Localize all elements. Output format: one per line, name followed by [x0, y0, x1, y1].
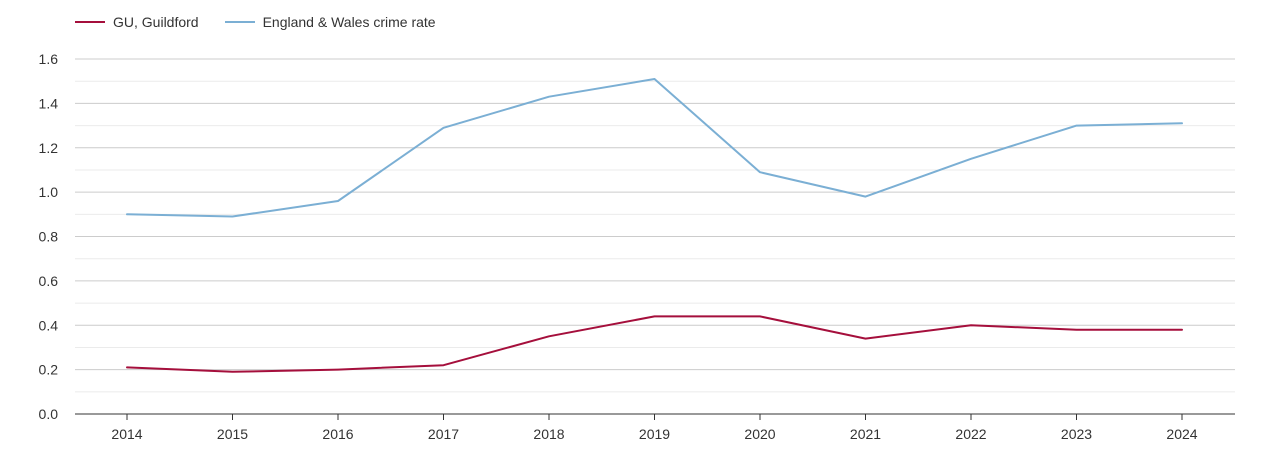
data-point-england-wales — [1179, 120, 1185, 126]
data-point-england-wales — [1074, 123, 1080, 129]
y-tick-label: 0.2 — [39, 362, 59, 378]
x-tick-label: 2016 — [322, 426, 353, 442]
y-tick-label: 0.6 — [39, 273, 59, 289]
x-tick-label: 2015 — [217, 426, 248, 442]
data-point-england-wales — [863, 194, 869, 200]
y-tick-label: 1.4 — [39, 95, 59, 111]
data-point-guildford — [863, 336, 869, 342]
legend-swatch-guildford — [75, 21, 105, 23]
data-point-england-wales — [335, 198, 341, 204]
x-tick-label: 2014 — [111, 426, 142, 442]
legend-label-england-wales: England & Wales crime rate — [262, 14, 436, 30]
series-line-england-wales — [126, 78, 1183, 218]
y-tick-label: 0.0 — [39, 406, 59, 422]
data-point-england-wales — [652, 76, 658, 82]
x-tick-label: 2022 — [955, 426, 986, 442]
data-point-guildford — [1074, 327, 1080, 333]
data-point-guildford — [441, 362, 447, 368]
axes: 0.0 0.2 0.4 0.6 0.8 1.0 1.2 1.4 1.6 2014 2015 2016 2… — [39, 51, 1235, 442]
series-lines — [124, 76, 1185, 375]
x-tick-label: 2023 — [1061, 426, 1092, 442]
data-point-guildford — [124, 364, 130, 370]
data-point-england-wales — [757, 169, 763, 175]
series-line-guildford — [126, 315, 1183, 373]
x-tick-label: 2019 — [639, 426, 670, 442]
data-point-guildford — [968, 322, 974, 328]
y-tick-label: 1.6 — [39, 51, 59, 67]
y-tick-label: 1.0 — [39, 184, 59, 200]
data-point-guildford — [230, 369, 236, 375]
data-point-england-wales — [968, 156, 974, 162]
chart-legend: GU, Guildford England & Wales crime rate — [75, 14, 462, 30]
data-point-england-wales — [441, 125, 447, 131]
legend-item-england-wales[interactable]: England & Wales crime rate — [224, 14, 436, 30]
data-point-guildford — [757, 313, 763, 319]
data-point-guildford — [652, 313, 658, 319]
data-point-england-wales — [230, 214, 236, 220]
x-tick-label: 2021 — [850, 426, 881, 442]
x-tick-label: 2018 — [533, 426, 564, 442]
x-tick-label: 2024 — [1166, 426, 1197, 442]
y-tick-label: 0.4 — [39, 317, 59, 333]
data-point-england-wales — [124, 211, 130, 217]
x-tick-label: 2017 — [428, 426, 459, 442]
data-point-guildford — [546, 333, 552, 339]
data-point-england-wales — [546, 94, 552, 100]
y-tick-label: 1.2 — [39, 140, 59, 156]
legend-item-guildford[interactable]: GU, Guildford — [75, 14, 199, 30]
legend-swatch-england-wales — [224, 21, 255, 23]
legend-label-guildford: GU, Guildford — [113, 14, 199, 30]
x-tick-label: 2020 — [744, 426, 775, 442]
grid-lines — [75, 58, 1235, 393]
data-point-guildford — [1179, 327, 1185, 333]
y-tick-label: 0.8 — [39, 229, 59, 245]
data-point-guildford — [335, 367, 341, 373]
